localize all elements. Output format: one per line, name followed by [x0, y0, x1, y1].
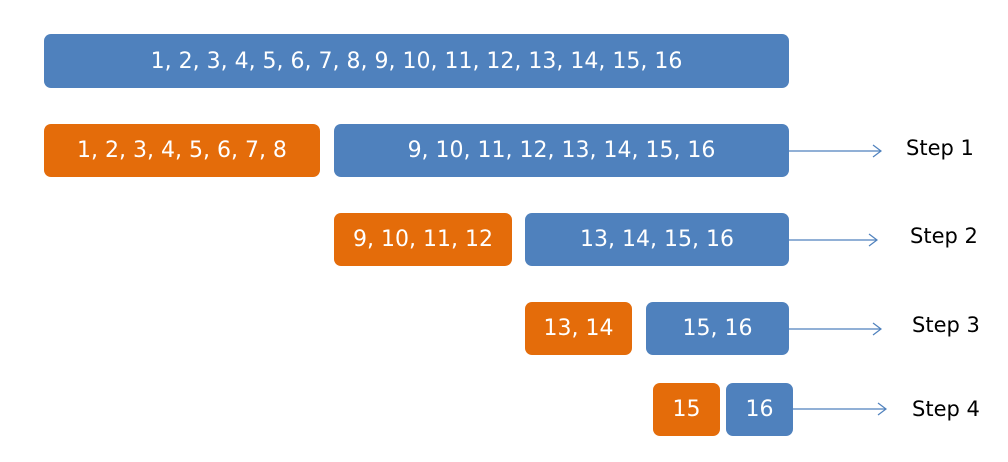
- step-4-arrow-icon: [793, 402, 887, 416]
- step-3-kept-label: 15, 16: [682, 316, 753, 341]
- initial-range-label: 1, 2, 3, 4, 5, 6, 7, 8, 9, 10, 11, 12, 1…: [150, 48, 683, 74]
- step-2-discarded-box: 9, 10, 11, 12: [334, 213, 512, 266]
- step-4-label: Step 4: [912, 397, 980, 421]
- step-3-discarded-label: 13, 14: [543, 316, 614, 341]
- step-4-kept-label: 16: [745, 397, 774, 422]
- step-3-kept-box: 15, 16: [646, 302, 789, 355]
- step-3-label: Step 3: [912, 313, 980, 337]
- step-4-kept-box: 16: [726, 383, 793, 436]
- step-1-label: Step 1: [906, 136, 974, 160]
- step-1-kept-label: 9, 10, 11, 12, 13, 14, 15, 16: [407, 138, 716, 163]
- step-2-kept-box: 13, 14, 15, 16: [525, 213, 789, 266]
- step-1-kept-box: 9, 10, 11, 12, 13, 14, 15, 16: [334, 124, 789, 177]
- step-1-arrow-icon: [789, 144, 882, 158]
- step-2-kept-label: 13, 14, 15, 16: [580, 227, 734, 252]
- step-2-label: Step 2: [910, 224, 978, 248]
- step-1-discarded-label: 1, 2, 3, 4, 5, 6, 7, 8: [77, 138, 287, 163]
- initial-range-box: 1, 2, 3, 4, 5, 6, 7, 8, 9, 10, 11, 12, 1…: [44, 34, 789, 88]
- step-2-discarded-label: 9, 10, 11, 12: [353, 227, 493, 252]
- step-3-arrow-icon: [789, 322, 882, 336]
- step-2-arrow-icon: [789, 233, 878, 247]
- step-1-discarded-box: 1, 2, 3, 4, 5, 6, 7, 8: [44, 124, 320, 177]
- step-4-discarded-label: 15: [672, 397, 701, 422]
- step-4-discarded-box: 15: [653, 383, 720, 436]
- step-3-discarded-box: 13, 14: [525, 302, 632, 355]
